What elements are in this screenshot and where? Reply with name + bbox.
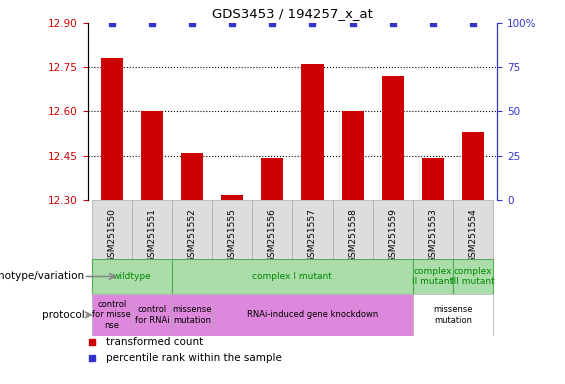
Text: RNAi-induced gene knockdown: RNAi-induced gene knockdown xyxy=(247,310,378,319)
Bar xyxy=(301,64,324,200)
Bar xyxy=(413,294,493,336)
Bar xyxy=(132,294,172,336)
Text: wildtype: wildtype xyxy=(112,272,151,281)
Text: percentile rank within the sample: percentile rank within the sample xyxy=(106,353,282,364)
Text: GSM251551: GSM251551 xyxy=(147,209,157,263)
Bar xyxy=(333,200,373,259)
Bar xyxy=(132,200,172,259)
Bar xyxy=(422,159,444,200)
Text: protocol: protocol xyxy=(42,310,85,320)
Text: GSM251558: GSM251558 xyxy=(348,209,357,263)
Bar xyxy=(453,259,493,294)
Text: complex
III mutant: complex III mutant xyxy=(451,267,495,286)
Bar xyxy=(342,111,364,200)
Text: missense
mutation: missense mutation xyxy=(433,305,473,324)
Bar xyxy=(293,200,333,259)
Text: GSM251552: GSM251552 xyxy=(188,209,197,263)
Bar xyxy=(212,294,413,336)
Bar xyxy=(92,259,172,294)
Text: complex I mutant: complex I mutant xyxy=(253,272,332,281)
Bar xyxy=(101,58,123,200)
Bar xyxy=(92,294,132,336)
Bar xyxy=(172,294,212,336)
Bar xyxy=(172,200,212,259)
Text: complex
II mutant: complex II mutant xyxy=(412,267,454,286)
Text: GSM251555: GSM251555 xyxy=(228,209,237,263)
Bar xyxy=(413,259,453,294)
Bar xyxy=(212,200,252,259)
Bar xyxy=(382,76,404,200)
Text: GSM251550: GSM251550 xyxy=(107,209,116,263)
Text: missense
mutation: missense mutation xyxy=(172,305,212,324)
Bar xyxy=(373,200,413,259)
Text: genotype/variation: genotype/variation xyxy=(0,271,85,281)
Text: GSM251554: GSM251554 xyxy=(468,209,477,263)
Title: GDS3453 / 194257_x_at: GDS3453 / 194257_x_at xyxy=(212,7,373,20)
Bar xyxy=(141,111,163,200)
Text: transformed count: transformed count xyxy=(106,337,203,348)
Text: GSM251557: GSM251557 xyxy=(308,209,317,263)
Text: control
for RNAi: control for RNAi xyxy=(134,305,169,324)
Bar xyxy=(413,200,453,259)
Bar xyxy=(181,152,203,200)
Text: GSM251556: GSM251556 xyxy=(268,209,277,263)
Bar xyxy=(261,159,284,200)
Text: GSM251553: GSM251553 xyxy=(428,209,437,263)
Bar xyxy=(221,195,243,200)
Text: control
for misse
nse: control for misse nse xyxy=(92,300,131,330)
Bar xyxy=(453,200,493,259)
Bar xyxy=(172,259,413,294)
Text: GSM251559: GSM251559 xyxy=(388,209,397,263)
Bar xyxy=(252,200,293,259)
Bar xyxy=(462,132,484,200)
Bar xyxy=(92,200,132,259)
